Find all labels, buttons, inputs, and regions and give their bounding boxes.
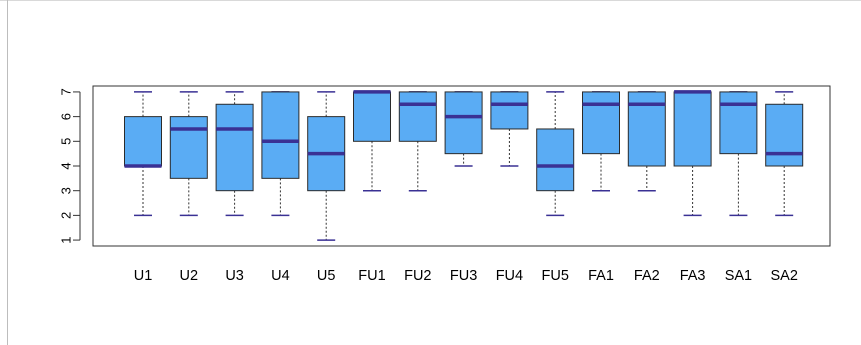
x-tick-label: U1 — [134, 268, 153, 284]
box-series — [124, 90, 804, 241]
box-fu2 — [398, 91, 437, 192]
x-tick-label: U4 — [271, 268, 290, 284]
plot-area-frame — [92, 85, 831, 247]
x-tick-label: U2 — [180, 268, 199, 284]
iqr-box — [169, 116, 208, 179]
iqr-box — [215, 103, 254, 192]
iqr-box — [582, 91, 620, 155]
iqr-box — [536, 128, 575, 192]
y-tick-label: 1 — [59, 236, 74, 243]
iqr-box — [765, 103, 804, 167]
box-u3 — [215, 91, 254, 217]
box-sa1 — [719, 91, 758, 217]
y-tick-label: 5 — [59, 138, 74, 145]
box-fu1 — [353, 90, 391, 192]
x-tick-label: FU1 — [358, 268, 385, 284]
window-top-border — [0, 0, 861, 1]
x-tick-label: FA1 — [588, 268, 614, 284]
y-tick-label: 6 — [59, 113, 74, 120]
box-fa2 — [627, 91, 666, 192]
box-fa1 — [582, 91, 620, 192]
iqr-box — [398, 91, 437, 142]
box-fu4 — [490, 91, 529, 167]
box-sa2 — [765, 91, 804, 217]
box-fu5 — [536, 91, 575, 217]
y-tick-label: 4 — [59, 162, 74, 169]
box-u5 — [307, 91, 346, 241]
x-tick-label: U3 — [225, 268, 244, 284]
x-tick-label: SA2 — [770, 268, 797, 284]
x-tick-label: FU3 — [450, 268, 477, 284]
y-axis: 1 2 3 4 5 6 7 — [59, 88, 81, 244]
box-u2 — [169, 91, 208, 217]
x-axis-labels: U1 U2 U3 U4 U5 FU1 FU2 FU3 FU4 FU5 FA1 FA2 FA3 SA1 SA2 — [134, 268, 798, 284]
iqr-box — [490, 91, 529, 130]
x-tick-label: FU2 — [404, 268, 431, 284]
x-tick-label: FU4 — [496, 268, 523, 284]
iqr-box — [124, 116, 162, 167]
iqr-box — [444, 91, 483, 155]
iqr-box — [719, 91, 758, 155]
y-tick-label: 7 — [59, 88, 74, 95]
box-u1 — [124, 91, 162, 217]
iqr-box — [353, 91, 391, 142]
box-fa3 — [673, 90, 712, 217]
x-tick-label: U5 — [317, 268, 336, 284]
box-fu3 — [444, 91, 483, 167]
y-tick-label: 2 — [59, 212, 74, 219]
iqr-box — [261, 91, 300, 179]
y-tick-label: 3 — [59, 187, 74, 194]
x-tick-label: SA1 — [725, 268, 752, 284]
iqr-box — [673, 91, 712, 167]
x-tick-label: FU5 — [541, 268, 568, 284]
x-tick-label: FA3 — [680, 268, 706, 284]
window-left-border — [7, 0, 8, 345]
x-tick-label: FA2 — [634, 268, 660, 284]
box-u4 — [261, 91, 300, 217]
